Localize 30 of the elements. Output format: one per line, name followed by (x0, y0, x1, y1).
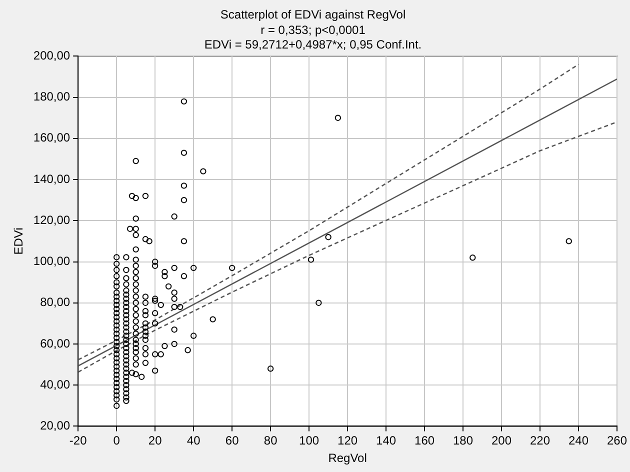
y-tick-label: 80,00 (40, 295, 70, 310)
x-tick-label: 240 (568, 434, 589, 448)
x-axis-title: RegVol (328, 451, 367, 466)
y-tick-label: 40,00 (40, 377, 70, 392)
x-tick-label: 0 (113, 434, 120, 448)
y-tick-label: 140,00 (33, 172, 70, 186)
x-tick-label: 200 (492, 434, 512, 448)
x-tick-label: 260 (606, 434, 628, 448)
y-tick-label: 60,00 (40, 336, 70, 350)
x-tick-label: 100 (299, 434, 320, 448)
x-tick-label: 160 (414, 434, 435, 448)
y-tick-label: 100,00 (33, 254, 70, 268)
x-tick-label: -20 (69, 434, 88, 448)
x-tick-label: 80 (264, 434, 278, 448)
y-axis-title: EDVi (12, 228, 26, 255)
x-tick-label: 40 (186, 434, 201, 448)
x-tick-label: 120 (338, 434, 358, 448)
y-tick-label: 20,00 (40, 418, 70, 433)
x-tick-label: 180 (453, 434, 474, 448)
line-series (78, 121, 617, 373)
x-tick-label: 60 (225, 434, 240, 448)
y-tick-label: 120,00 (33, 212, 70, 227)
chart-subtitle: r = 0,353; p<0,0001 EDVi = 59,2712+0,4987*x; 0,95 Conf.Int. (204, 22, 422, 52)
x-tick-label: 220 (530, 434, 550, 448)
x-tick-label: 140 (376, 434, 396, 448)
chart-title: Scatterplot of EDVi against RegVol (220, 8, 406, 22)
y-tick-label: 200,00 (33, 48, 70, 63)
y-tick-label: 180,00 (33, 90, 70, 104)
y-tick-label: 160,00 (33, 130, 70, 145)
x-tick-label: 20 (148, 434, 162, 448)
